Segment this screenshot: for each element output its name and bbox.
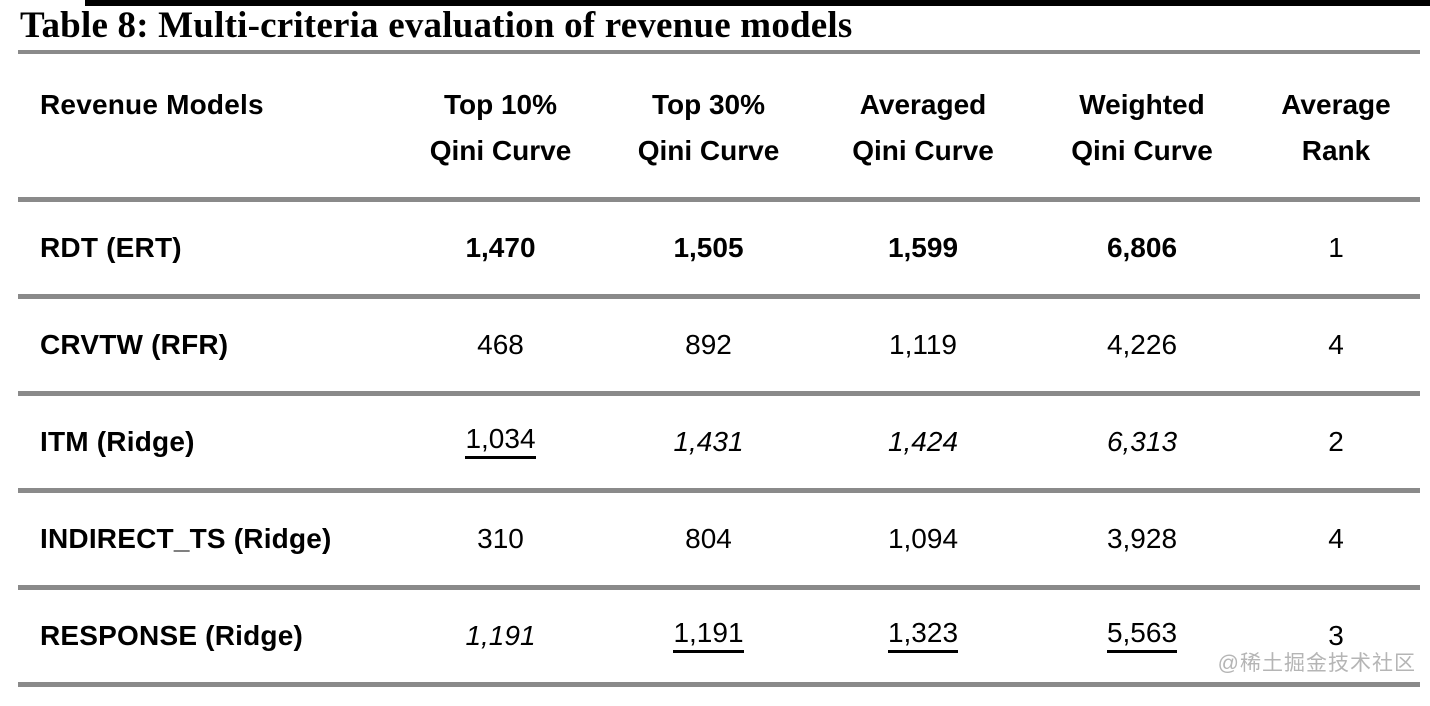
cell-value: 2	[1328, 426, 1344, 457]
cell-value: 1,323	[887, 619, 959, 653]
cell-value: 1,191	[673, 619, 744, 653]
header-line1: Weighted	[1079, 89, 1205, 120]
header-line1: Top 30%	[651, 89, 766, 120]
cell-value: 804	[685, 523, 732, 554]
table-cell-rank: 1	[1252, 234, 1420, 262]
table-cell: 1,094	[814, 525, 1032, 553]
cell-value: 1,599	[887, 232, 959, 263]
cell-value: 3	[1328, 620, 1344, 651]
cell-value: 1,191	[465, 620, 536, 651]
cell-value: 5,563	[1106, 619, 1178, 653]
cell-value: 3,928	[1106, 523, 1178, 554]
row-label: ITM (Ridge)	[40, 426, 195, 457]
cell-value: 4	[1328, 329, 1344, 360]
cell-value: 4	[1328, 523, 1344, 554]
table-row-itm-ridge: ITM (Ridge) 1,034 1,431 1,424 6,313 2	[18, 396, 1420, 493]
cell-value: 1,094	[887, 523, 959, 554]
table-cell: 3,928	[1032, 525, 1252, 553]
header-line2: Qini Curve	[429, 135, 572, 166]
cell-value: 1,424	[887, 426, 959, 457]
table-cell: 1,424	[814, 428, 1032, 456]
table-cell: 1,191	[398, 622, 603, 650]
header-line2: Qini Curve	[852, 135, 994, 166]
table-cell: 892	[603, 331, 814, 359]
column-header-average-rank: Average Rank	[1252, 54, 1420, 197]
column-header-top-30-qini: Top 30% Qini Curve	[603, 54, 814, 197]
table-cell: 1,119	[814, 331, 1032, 359]
cell-value: 1,034	[465, 425, 536, 459]
header-line2: Qini Curve	[637, 135, 780, 166]
cell-value: 892	[685, 329, 732, 360]
table-cell: 1,323	[814, 619, 1032, 653]
table-cell: 4,226	[1032, 331, 1252, 359]
cell-value: 1,119	[889, 329, 957, 360]
cell-value: 468	[477, 329, 524, 360]
cell-value: 1,505	[673, 232, 744, 263]
cell-value: 1,470	[465, 232, 536, 263]
row-label: INDIRECT_TS (Ridge)	[40, 523, 332, 554]
table-cell: 468	[398, 331, 603, 359]
table-row-indirect-ts-ridge: INDIRECT_TS (Ridge) 310 804 1,094 3,928 …	[18, 493, 1420, 590]
row-label: RDT (ERT)	[40, 232, 182, 263]
table-cell-rank: 3	[1252, 622, 1420, 650]
table-cell-rank: 4	[1252, 525, 1420, 553]
table-cell: 1,505	[603, 234, 814, 262]
header-line1: Average	[1281, 89, 1391, 120]
row-label: RESPONSE (Ridge)	[40, 620, 304, 651]
table-cell-rank: 4	[1252, 331, 1420, 359]
table-row-crvtw-rfr: CRVTW (RFR) 468 892 1,119 4,226 4	[18, 299, 1420, 396]
top-edge-rule	[85, 0, 1430, 6]
table-cell: 310	[398, 525, 603, 553]
table-cell: 1,431	[603, 428, 814, 456]
column-header-averaged-qini: Averaged Qini Curve	[814, 54, 1032, 197]
table-cell: 1,191	[603, 619, 814, 653]
cell-value: 6,313	[1106, 426, 1178, 457]
revenue-models-table: Revenue Models Top 10% Qini Curve Top 30…	[18, 50, 1420, 687]
table-cell: 5,563	[1032, 619, 1252, 653]
cell-value: 1,431	[673, 426, 744, 457]
header-line2: Rank	[1301, 135, 1371, 166]
table-row-response-ridge: RESPONSE (Ridge) 1,191 1,191 1,323 5,563…	[18, 590, 1420, 687]
table-cell: 1,034	[398, 425, 603, 459]
row-label: CRVTW (RFR)	[40, 329, 229, 360]
column-header-revenue-models: Revenue Models	[18, 54, 398, 197]
cell-value: 4,226	[1106, 329, 1178, 360]
column-header-weighted-qini: Weighted Qini Curve	[1032, 54, 1252, 197]
header-line2: Qini Curve	[1071, 135, 1213, 166]
table-cell: 1,599	[814, 234, 1032, 262]
column-header-top-10-qini: Top 10% Qini Curve	[398, 54, 603, 197]
table-cell: 6,313	[1032, 428, 1252, 456]
community-watermark: @稀土掘金技术社区	[1217, 652, 1416, 675]
header-line1: Revenue Models	[40, 89, 264, 120]
page-title: Table 8: Multi-criteria evaluation of re…	[20, 5, 853, 46]
cell-value: 6,806	[1106, 232, 1178, 263]
table-cell-rank: 2	[1252, 428, 1420, 456]
table-cell: 6,806	[1032, 234, 1252, 262]
header-line1: Averaged	[859, 89, 987, 120]
table-cell: 804	[603, 525, 814, 553]
cell-value: 1	[1328, 232, 1344, 263]
table-header-row: Revenue Models Top 10% Qini Curve Top 30…	[18, 54, 1420, 202]
table-cell: 1,470	[398, 234, 603, 262]
table-row-rdt-ert: RDT (ERT) 1,470 1,505 1,599 6,806 1	[18, 202, 1420, 299]
header-line1: Top 10%	[443, 89, 558, 120]
cell-value: 310	[477, 523, 524, 554]
